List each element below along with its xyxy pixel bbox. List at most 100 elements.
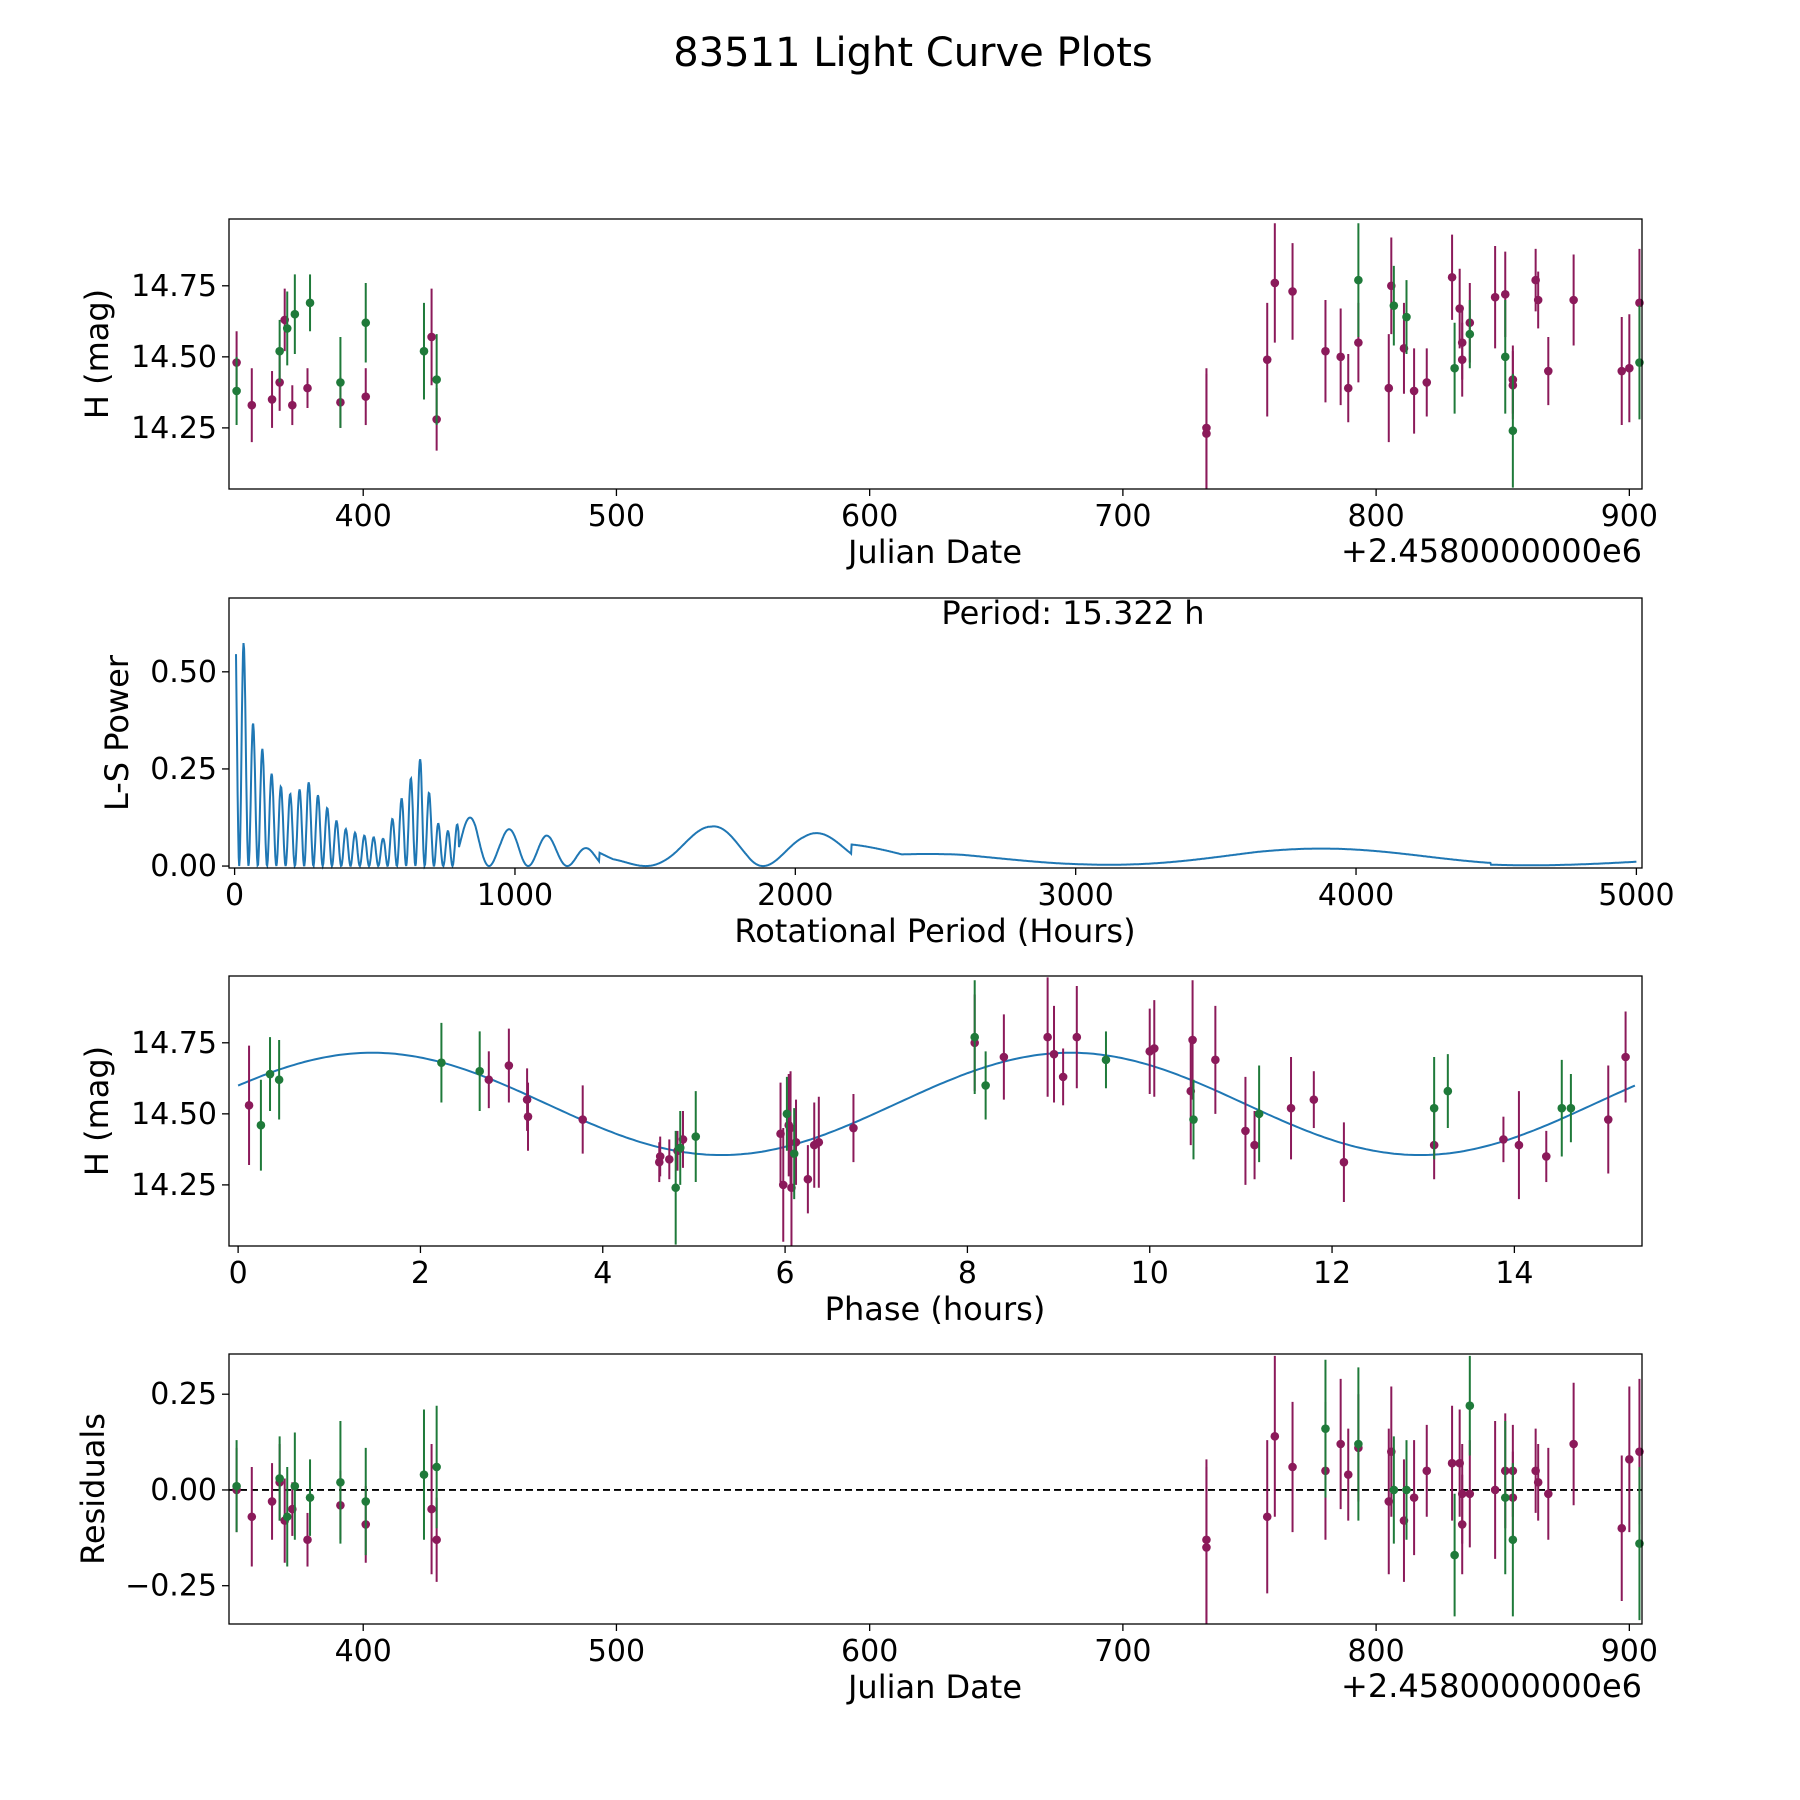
residuals-x-label: Julian Date (846, 1668, 1022, 1706)
light-curve-ytick-label: 14.50 (131, 340, 217, 375)
phase-folded-point (437, 1058, 446, 1067)
residuals-point (1447, 1458, 1457, 1468)
light-curve-point (267, 395, 277, 404)
light-curve-point (1625, 363, 1634, 373)
phase-folded-ytick-label: 14.25 (131, 1168, 217, 1203)
periodogram-xtick-label: 4000 (1318, 878, 1394, 913)
residuals-point (1270, 1432, 1280, 1441)
residuals-point (303, 1535, 312, 1545)
phase-folded-point (1566, 1103, 1576, 1113)
light-curve-point (336, 378, 345, 387)
residuals-point (336, 1477, 345, 1487)
residuals-point (1569, 1439, 1578, 1449)
light-curve-point (275, 346, 284, 356)
residuals-axes-frame (228, 1353, 1643, 1625)
phase-folded-point (1101, 1055, 1111, 1065)
phase-folded-point (244, 1101, 254, 1110)
period-annotation: Period: 15.322 h (941, 594, 1204, 632)
light-curve-point (1447, 272, 1457, 282)
phase-folded-point (274, 1075, 284, 1085)
light-curve-point (427, 332, 436, 342)
phase-folded-point (1149, 1044, 1159, 1053)
phase-folded-point (1443, 1086, 1453, 1096)
phase-folded-point (970, 1032, 979, 1042)
light-curve-point (288, 400, 297, 410)
light-curve-point (1544, 366, 1553, 376)
periodogram-ticks: 0 1000 2000 3000 4000 5000 0.00 0.25 0.50 (150, 655, 1674, 913)
phase-folded-ytick-label: 14.75 (131, 1026, 217, 1061)
phase-folded-point (655, 1152, 665, 1161)
phase-folded-xtick-label: 14 (1495, 1256, 1533, 1291)
light-curve-point (1500, 290, 1510, 299)
phase-folded-point (782, 1109, 792, 1119)
residuals-marks (229, 1355, 1644, 1624)
residuals-point (1389, 1485, 1399, 1495)
phase-folded-xtick-label: 6 (776, 1256, 795, 1291)
residuals-point (282, 1512, 292, 1522)
residuals-point (1343, 1470, 1353, 1479)
light-curve-point (1500, 352, 1510, 362)
figure-title: 83511 Light Curve Plots (673, 30, 1152, 76)
phase-folded-xtick-label: 4 (593, 1256, 612, 1291)
light-curve-point (419, 346, 429, 356)
phase-folded-point (665, 1155, 674, 1164)
phase-folded-point (578, 1115, 588, 1124)
phase-folded-point (1309, 1095, 1319, 1104)
light-curve-point (247, 400, 257, 410)
residuals-ticks: 400 500 600 700 800 900 −0.25 0.00 0.25 (125, 1377, 1658, 1669)
phase-folded-y-label: H (mag) (78, 1046, 116, 1176)
periodogram-xtick-label: 1000 (477, 878, 553, 913)
light-curve-xtick-label: 700 (1094, 499, 1151, 534)
residuals-point (1533, 1477, 1543, 1487)
periodogram-marks (235, 642, 1637, 870)
phase-folded-xtick-label: 8 (958, 1256, 977, 1291)
phase-folded-point (1286, 1103, 1296, 1113)
periodogram-xtick-label: 3000 (1037, 878, 1113, 913)
phase-folded-point (1043, 1032, 1052, 1042)
residuals-point (290, 1481, 300, 1491)
residuals-point (275, 1474, 284, 1483)
residuals-point (1336, 1439, 1345, 1449)
light-curve-point (1617, 366, 1627, 376)
light-curve-point (1270, 278, 1280, 288)
phase-folded-ytick-label: 14.50 (131, 1097, 217, 1132)
light-curve-panel: 400 500 600 700 800 900 14.25 14.50 14.75 Julian… (78, 218, 1658, 571)
phase-fit-curve (237, 1051, 1636, 1156)
residuals-ytick-label: 0.00 (150, 1473, 217, 1508)
phase-folded-panel: 0 2 4 6 8 10 12 14 14.25 14.50 14.75 Phase (hours)… (78, 975, 1643, 1328)
light-curve-x-label: Julian Date (846, 533, 1022, 571)
light-curve-point (1202, 429, 1211, 438)
residuals-point (427, 1504, 436, 1514)
residuals-point (1465, 1401, 1475, 1411)
residuals-point (1354, 1439, 1363, 1449)
light-curve-point (361, 318, 371, 328)
phase-folded-x-label: Phase (hours) (825, 1290, 1046, 1328)
phase-folded-point (671, 1183, 680, 1193)
residuals-point (1544, 1489, 1553, 1499)
periodogram-y-label: L-S Power (98, 654, 136, 811)
periodogram-xtick-label: 2000 (757, 878, 833, 913)
phase-folded-point (1557, 1103, 1567, 1113)
light-curve-point (282, 324, 292, 333)
light-curve-x-offset: +2.4580000000e6 (1341, 532, 1642, 570)
residuals-xtick-label: 600 (841, 1634, 898, 1669)
residuals-point (1490, 1485, 1500, 1495)
residuals-point (267, 1497, 277, 1506)
light-curve-point (1343, 383, 1353, 393)
light-curve-xtick-label: 900 (1601, 499, 1658, 534)
light-curve-xtick-label: 500 (588, 499, 645, 534)
phase-folded-axes-frame (228, 975, 1643, 1247)
phase-folded-point (1339, 1157, 1349, 1167)
residuals-xtick-label: 800 (1347, 1634, 1404, 1669)
residuals-point (1422, 1466, 1432, 1476)
periodogram-panel: 0 1000 2000 3000 4000 5000 0.00 0.25 0.50 Period… (98, 594, 1675, 950)
residuals-point (1288, 1462, 1297, 1472)
light-curve-point (1569, 295, 1578, 305)
light-curve-point (305, 298, 315, 308)
phase-folded-point (1541, 1152, 1551, 1161)
light-curve-point (1384, 383, 1394, 393)
phase-folded-xtick-label: 0 (229, 1256, 248, 1291)
light-curve-y-label: H (mag) (78, 289, 116, 419)
phase-folded-xtick-label: 2 (411, 1256, 430, 1291)
